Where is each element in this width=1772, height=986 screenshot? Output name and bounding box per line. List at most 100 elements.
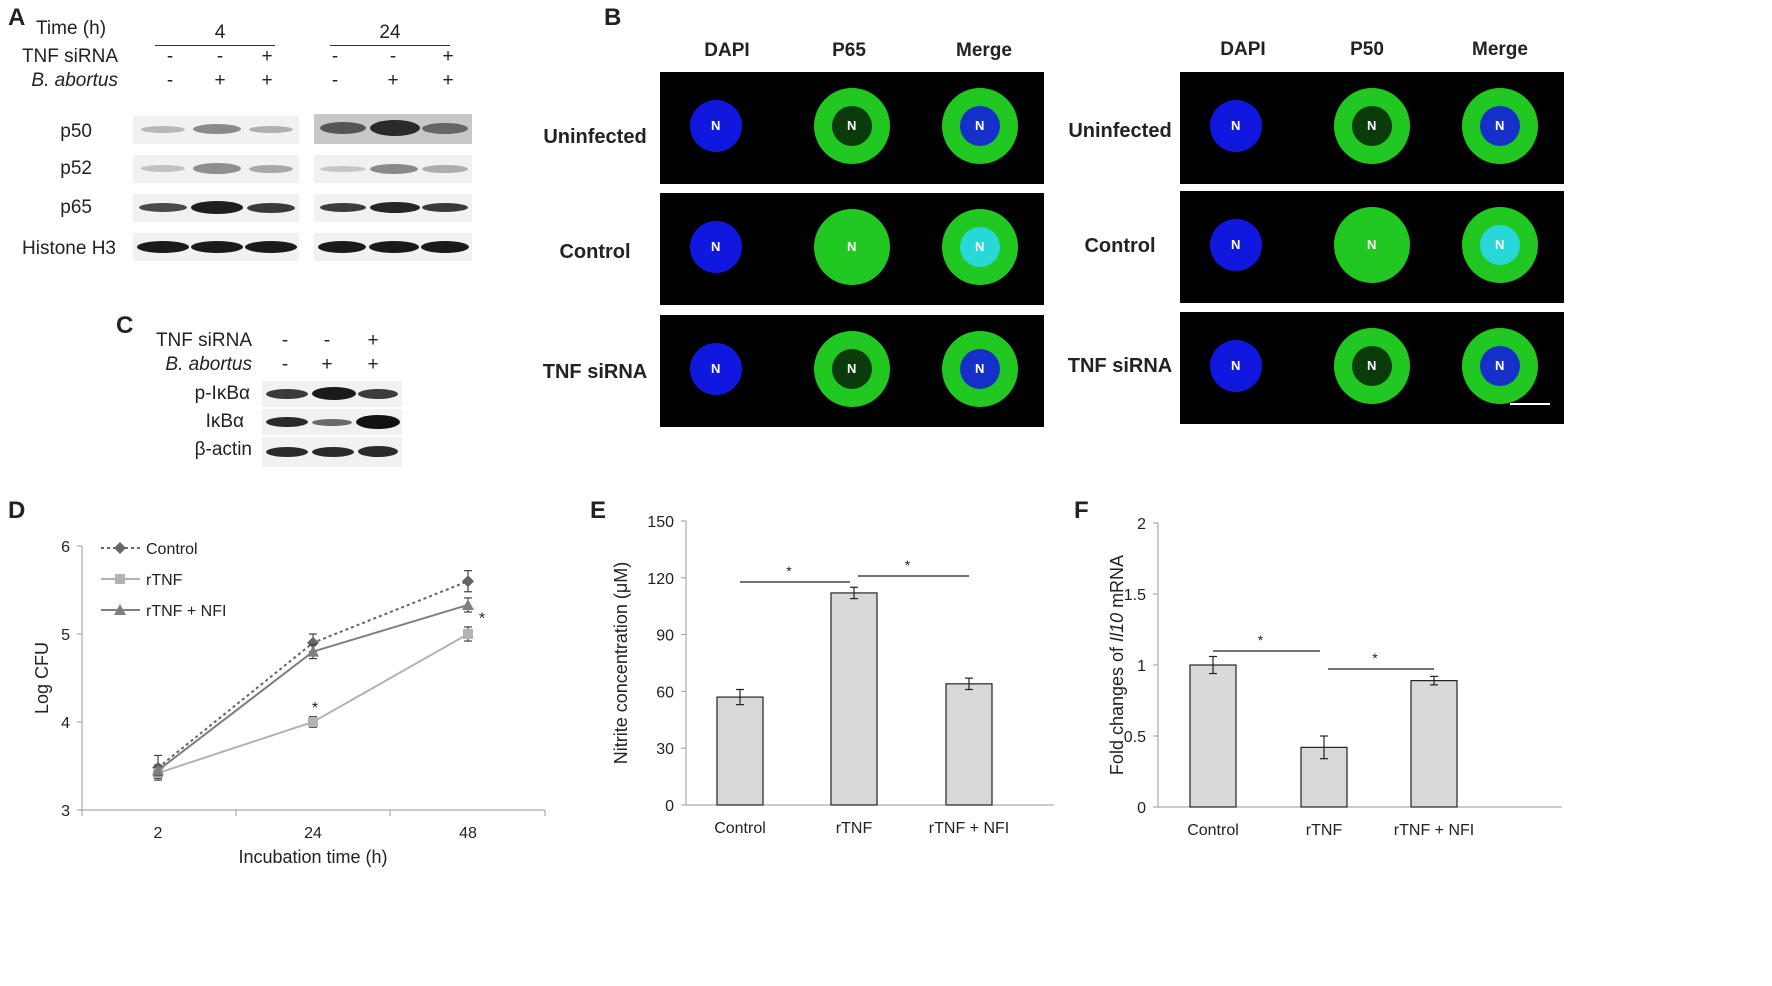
y-tick-label: 3 bbox=[61, 803, 70, 820]
nucleus-label-n: N bbox=[847, 118, 857, 133]
a-sign-r0-c3: - bbox=[331, 46, 339, 67]
panel-label-a: A bbox=[8, 4, 26, 31]
nucleus-label-n: N bbox=[711, 361, 721, 376]
dapi-nucleus bbox=[1210, 219, 1262, 271]
legend-label-2: rTNF + NFI bbox=[146, 603, 226, 620]
x-tick-label: rTNF bbox=[836, 820, 873, 837]
p50-cell-r1-c2: N bbox=[1436, 191, 1564, 303]
nucleus-region bbox=[832, 349, 872, 389]
time-point-24: 24 bbox=[379, 22, 401, 43]
c-sign-r1-c0: - bbox=[281, 354, 289, 375]
dapi-nucleus bbox=[690, 100, 742, 152]
row-label-tnf-sirna-right: TNF siRNA bbox=[1067, 355, 1173, 377]
significance-marker: * bbox=[479, 610, 485, 627]
panel-label-f: F bbox=[1074, 497, 1089, 524]
y-tick-label: 0 bbox=[665, 798, 674, 815]
nucleus-label-n: N bbox=[975, 118, 985, 133]
x-tick-label: 48 bbox=[459, 825, 477, 842]
y-tick-label: 6 bbox=[61, 539, 70, 556]
nucleus-label-n: N bbox=[711, 239, 721, 254]
blot-ikba bbox=[262, 409, 402, 435]
nucleus-label-n: N bbox=[975, 361, 985, 376]
y-tick-label: 120 bbox=[647, 571, 674, 588]
data-point-triangle bbox=[152, 764, 164, 776]
nucleus-label-n: N bbox=[1495, 358, 1505, 373]
p50-cell-r2-c0: N bbox=[1180, 312, 1308, 424]
x-tick-label: 24 bbox=[304, 825, 322, 842]
row-label-tnf-sirna-left: TNF siRNA bbox=[542, 361, 648, 383]
c-sign-r0-c2: + bbox=[367, 330, 379, 351]
p65-cell-r0-c2: N bbox=[916, 72, 1044, 184]
y-tick-label: 5 bbox=[61, 627, 70, 644]
treatment-label-b-abortus: B. abortus bbox=[31, 70, 118, 91]
bar-0 bbox=[716, 696, 764, 806]
data-point-square bbox=[308, 717, 318, 727]
blot-p-ikba bbox=[262, 381, 402, 407]
a-sign-r1-c4: + bbox=[387, 70, 399, 91]
data-point-diamond bbox=[462, 575, 474, 588]
time-label: Time (h) bbox=[36, 18, 107, 39]
panel-label-e: E bbox=[590, 497, 607, 524]
a-sign-r1-c0: - bbox=[166, 70, 174, 91]
nucleus-region bbox=[960, 227, 1000, 267]
col-header-merge-left: Merge bbox=[956, 40, 1012, 61]
significance-marker: * bbox=[786, 563, 792, 579]
data-point-diamond bbox=[307, 636, 319, 649]
y-tick-label: 60 bbox=[656, 684, 674, 701]
p65-cell-r2-c1: N bbox=[788, 315, 916, 427]
nucleus-label-n: N bbox=[1495, 237, 1505, 252]
nucleus-label-n: N bbox=[1231, 358, 1241, 373]
panel-label-c: C bbox=[116, 312, 134, 339]
p65-cell-r2-c0: N bbox=[660, 315, 788, 427]
nucleus-region bbox=[1480, 346, 1520, 386]
bar-1 bbox=[830, 592, 878, 806]
col-header-dapi-right: DAPI bbox=[1220, 39, 1266, 60]
y-axis-title: Fold changes of Il10 mRNA bbox=[1107, 555, 1127, 775]
nucleus-label-n: N bbox=[975, 239, 985, 254]
x-tick-label: rTNF bbox=[1306, 822, 1343, 839]
nucleus-label-n: N bbox=[847, 361, 857, 376]
row-label-uninfected-left: Uninfected bbox=[543, 126, 647, 148]
a-sign-r0-c0: - bbox=[166, 46, 174, 67]
c-sign-r1-c2: + bbox=[367, 354, 379, 375]
row-label-uninfected-right: Uninfected bbox=[1068, 120, 1172, 142]
dapi-nucleus bbox=[1210, 340, 1262, 392]
dapi-nucleus bbox=[690, 221, 742, 273]
a-sign-r1-c2: + bbox=[261, 70, 273, 91]
blot-label-p50: p50 bbox=[60, 121, 92, 142]
significance-marker: * bbox=[1258, 632, 1264, 648]
blot-histone-4h bbox=[133, 233, 299, 261]
nucleus-label-n: N bbox=[1367, 358, 1377, 373]
nucleus-region bbox=[960, 349, 1000, 389]
y-tick-label: 150 bbox=[647, 514, 674, 531]
bar-2 bbox=[945, 683, 993, 806]
blot-p65-24h bbox=[314, 194, 472, 222]
c-sign-r0-c1: - bbox=[323, 330, 331, 351]
legend-marker bbox=[114, 542, 126, 554]
p50-cell-r0-c2: N bbox=[1436, 72, 1564, 184]
panel-label-b: B bbox=[604, 4, 622, 31]
series-line-2 bbox=[157, 604, 469, 772]
blot-p65-4h bbox=[133, 194, 299, 222]
nucleus-label-n: N bbox=[847, 239, 857, 254]
row-label-control-right: Control bbox=[1084, 235, 1156, 257]
p50-cell-r0-c0: N bbox=[1180, 72, 1308, 184]
nucleus-region bbox=[1352, 106, 1392, 146]
nucleus-region bbox=[1352, 346, 1392, 386]
chart-e-nitrite: 0 30 60 90 120 150 Control rTNF rTNF + NFI * * Nitr… bbox=[611, 514, 1054, 837]
blot-histone-24h bbox=[314, 233, 472, 261]
col-header-p50: P50 bbox=[1350, 39, 1384, 60]
nucleus-region bbox=[832, 106, 872, 146]
p50-cell-r2-c2: N bbox=[1436, 312, 1564, 424]
c-blot-label-p-ikba: p-IκBα bbox=[194, 383, 250, 404]
x-tick-label: Control bbox=[714, 820, 766, 837]
nucleus-label-n: N bbox=[1231, 118, 1241, 133]
col-header-dapi-left: DAPI bbox=[704, 40, 750, 61]
blot-beta-actin bbox=[262, 437, 402, 467]
c-label-tnf-sirna: TNF siRNA bbox=[155, 330, 252, 351]
y-tick-label: 1.5 bbox=[1124, 587, 1146, 604]
legend-marker bbox=[114, 604, 126, 615]
blot-p52-4h bbox=[133, 155, 299, 183]
data-point-triangle bbox=[462, 598, 474, 610]
scale-bar bbox=[1510, 403, 1550, 405]
